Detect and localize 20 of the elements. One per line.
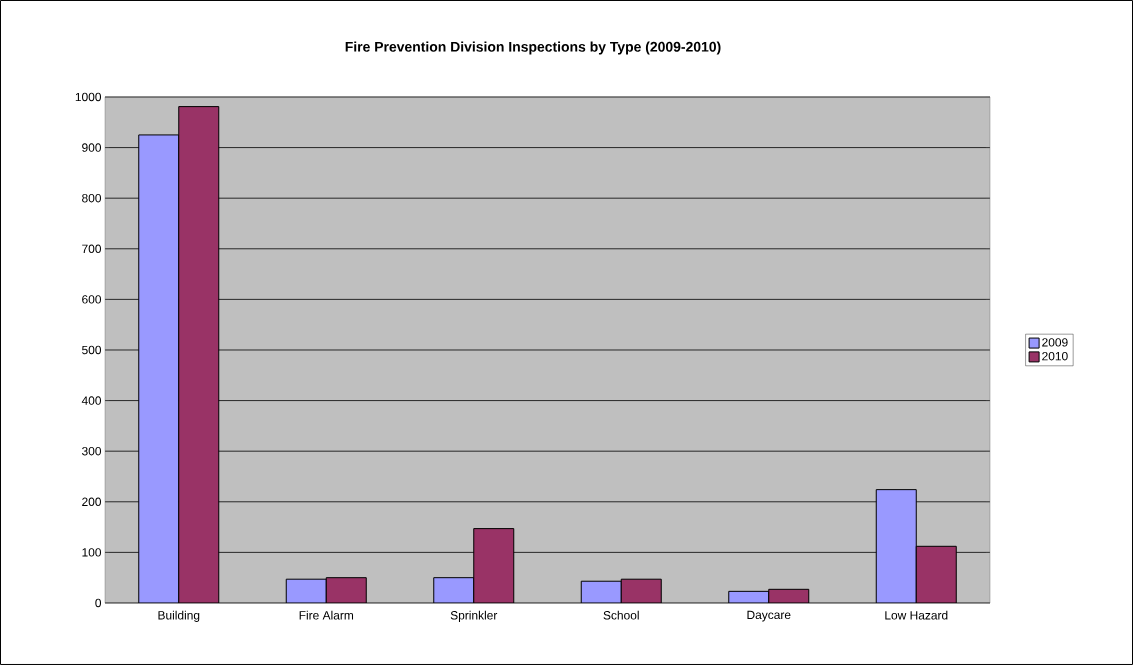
y-tick-label: 100 <box>82 548 102 557</box>
y-tick-label: 1000 <box>75 92 102 102</box>
x-tick-label: Fire Alarm <box>299 610 354 620</box>
x-tick-label: Building <box>158 610 200 622</box>
legend-label: 2009 <box>1042 338 1068 347</box>
y-tick-label: 600 <box>82 295 102 304</box>
y-tick-label: 0 <box>95 598 102 608</box>
x-tick-label: Daycare <box>747 610 791 622</box>
y-tick-label: 200 <box>82 497 102 507</box>
legend-label: 2010 <box>1042 351 1068 361</box>
y-tick-label: 700 <box>82 244 102 254</box>
y-tick-label: 400 <box>81 396 102 405</box>
y-tick-label: 500 <box>82 345 102 355</box>
chart-title: Fire Prevention Division Inspections by Type (2009-2010) <box>345 41 721 55</box>
y-tick-label: 300 <box>82 446 102 456</box>
y-tick-label: 900 <box>82 143 102 152</box>
x-tick-label: School <box>603 610 639 620</box>
x-tick-label: Sprinkler <box>450 610 498 622</box>
y-tick-label: 800 <box>82 193 102 203</box>
x-tick-label: Low Hazard <box>885 610 948 620</box>
